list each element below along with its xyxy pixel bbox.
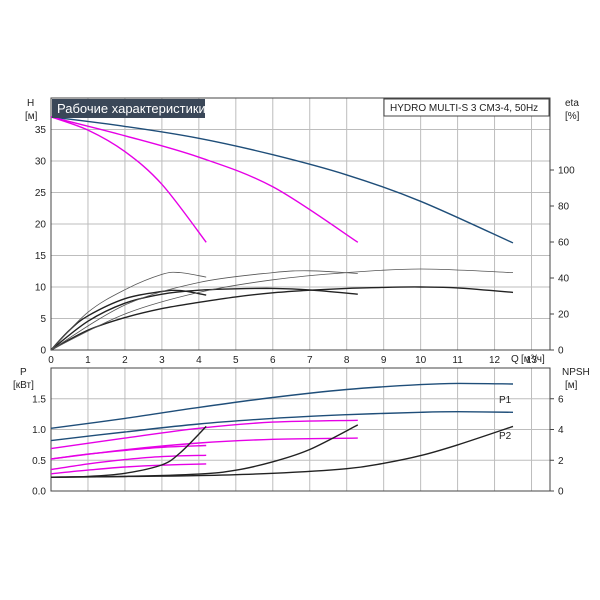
y-axis-unit-p: [кВт] bbox=[13, 380, 34, 391]
y2-tick-label: 40 bbox=[558, 274, 570, 285]
y-tick-label: 5 bbox=[40, 314, 46, 325]
top-series-1 bbox=[50, 116, 359, 243]
y2-axis-unit-eta: [%] bbox=[565, 111, 580, 122]
model-info-box bbox=[383, 98, 550, 117]
bottom-series-0 bbox=[50, 382, 514, 429]
y-axis-label-p: P bbox=[20, 367, 27, 378]
y2-tick-label: 20 bbox=[558, 310, 570, 321]
bottom-series-4 bbox=[50, 444, 207, 460]
y2-tick-label: 0 bbox=[558, 346, 564, 357]
x-tick-label: 12 bbox=[489, 355, 501, 366]
bottom-series-1 bbox=[50, 410, 514, 442]
top-series-2 bbox=[50, 116, 207, 243]
bottom-series-2 bbox=[50, 419, 358, 450]
bottom-series-6 bbox=[50, 463, 207, 475]
y2-axis-label-eta: eta bbox=[565, 98, 579, 109]
x-tick-label: 9 bbox=[381, 355, 387, 366]
bottom-y-ticks: 0.0 0.5 1.0 1.5 bbox=[32, 394, 46, 497]
x-tick-label: 11 bbox=[452, 355, 463, 366]
y-tick-label: 15 bbox=[35, 251, 47, 262]
x-tick-label: 6 bbox=[270, 355, 276, 366]
top-series-group bbox=[50, 116, 514, 351]
x-tick-label: 2 bbox=[122, 355, 128, 366]
x-axis-unit-q: [м³/ч] bbox=[521, 354, 545, 365]
top-series-6 bbox=[50, 268, 514, 351]
y-tick-label: 25 bbox=[35, 188, 47, 199]
x-tick-label: 13 bbox=[526, 355, 538, 366]
annotation-p1: P1 bbox=[499, 395, 512, 406]
bottom-y2-ticks: 0 2 4 6 bbox=[550, 394, 564, 498]
x-tick-label: 1 bbox=[85, 355, 91, 366]
y-axis-unit-h: [м] bbox=[25, 111, 38, 122]
top-panel: Рабочие характеристики HYDRO MULTI-S 3 C… bbox=[25, 97, 580, 366]
x-tick-label: 8 bbox=[344, 355, 350, 366]
y-tick-label: 10 bbox=[35, 283, 47, 294]
top-series-0 bbox=[50, 116, 514, 244]
top-y-ticks: 0 5 10 15 20 25 30 35 bbox=[35, 125, 47, 357]
x-tick-label: 3 bbox=[159, 355, 165, 366]
x-tick-label: 10 bbox=[415, 355, 427, 366]
top-y2-ticks: 0 20 40 60 80 100 bbox=[550, 166, 575, 357]
chart-title-box bbox=[52, 99, 205, 118]
y-tick-label: 0.0 bbox=[32, 487, 46, 498]
y2-tick-label: 2 bbox=[558, 456, 564, 467]
chart-title: Рабочие характеристики bbox=[57, 101, 206, 116]
x-tick-label: 5 bbox=[233, 355, 239, 366]
y2-axis-label-npsh: NPSH bbox=[562, 367, 590, 378]
top-series-4 bbox=[50, 287, 358, 351]
x-axis-label-q: Q bbox=[511, 354, 519, 365]
top-plot-border bbox=[50, 97, 551, 351]
annotation-p2: P2 bbox=[499, 431, 512, 442]
model-info: HYDRO MULTI-S 3 CM3-4, 50Hz bbox=[390, 103, 538, 114]
bottom-panel: P1 P2 P [кВт] NPSH [м] 0.0 0.5 1.0 1.5 0 2 4 6 bbox=[13, 367, 590, 498]
y2-tick-label: 60 bbox=[558, 238, 570, 249]
y-tick-label: 1.0 bbox=[32, 425, 46, 436]
y2-tick-label: 4 bbox=[558, 425, 564, 436]
y2-tick-label: 80 bbox=[558, 202, 570, 213]
y-tick-label: 35 bbox=[35, 125, 47, 136]
y-tick-label: 1.5 bbox=[32, 394, 46, 405]
y-tick-label: 30 bbox=[35, 157, 47, 168]
x-tick-label: 7 bbox=[307, 355, 313, 366]
x-tick-label: 4 bbox=[196, 355, 202, 366]
bottom-series-9 bbox=[50, 425, 207, 478]
y2-axis-unit-npsh: [м] bbox=[565, 380, 578, 391]
y2-tick-label: 100 bbox=[558, 166, 575, 177]
top-grid bbox=[51, 97, 550, 350]
x-tick-label: 0 bbox=[48, 355, 54, 366]
y2-tick-label: 0 bbox=[558, 487, 564, 498]
y-tick-label: 0 bbox=[40, 346, 46, 357]
top-series-8 bbox=[50, 271, 207, 351]
top-series-7 bbox=[50, 270, 358, 351]
y-axis-label-h: H bbox=[27, 98, 34, 109]
top-x-ticks: 0 1 2 3 4 5 6 7 8 9 10 11 12 13 bbox=[48, 355, 537, 366]
y2-tick-label: 6 bbox=[558, 394, 564, 405]
y-tick-label: 20 bbox=[35, 220, 47, 231]
top-series-3 bbox=[50, 286, 514, 351]
bottom-series-group bbox=[50, 382, 514, 478]
y-tick-label: 0.5 bbox=[32, 456, 46, 467]
bottom-series-8 bbox=[50, 424, 359, 478]
